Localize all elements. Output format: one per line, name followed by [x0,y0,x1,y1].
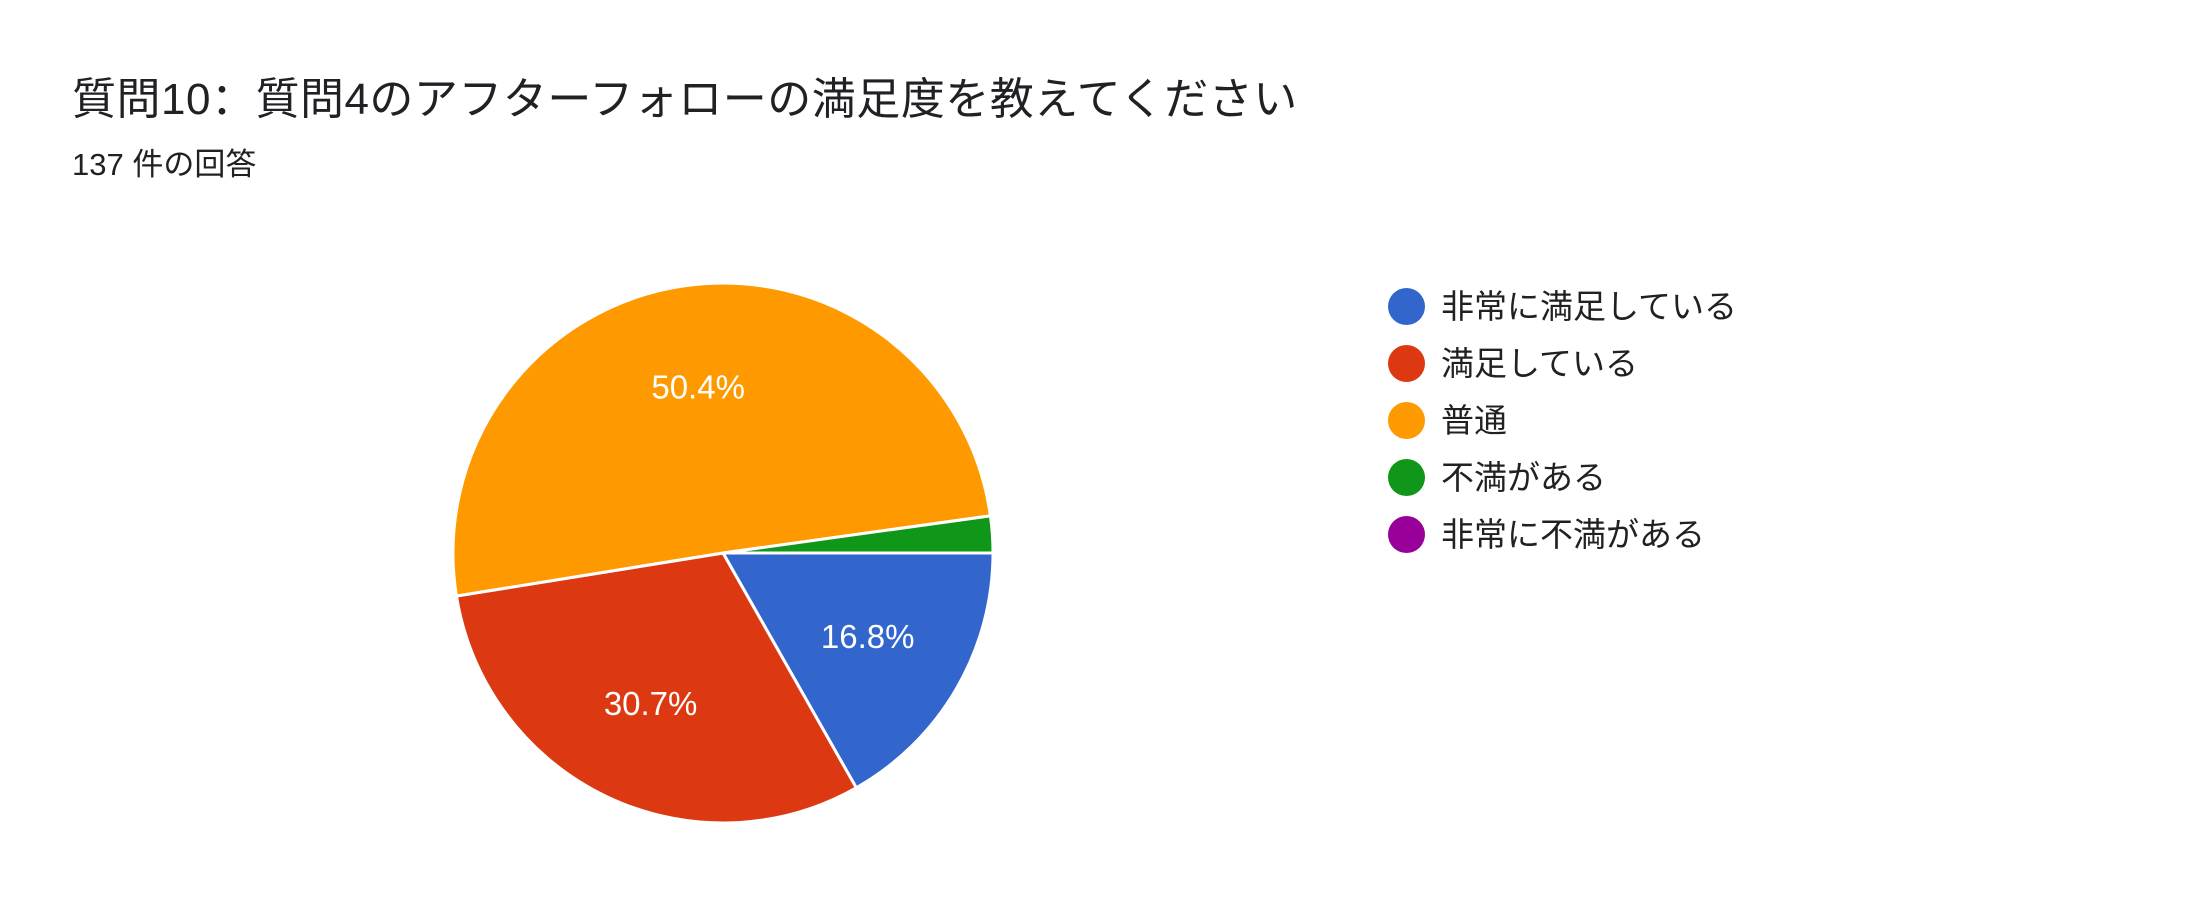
pie-slice-labels: 16.8% 30.7% 50.4% [604,368,915,721]
slice-percent-label: 30.7% [604,685,698,722]
pie-slice[interactable] [454,551,859,825]
legend-dot-icon [1388,288,1425,325]
legend-item-neutral[interactable]: 普通 [1388,392,1737,449]
chart-title: 質問10：質問4のアフターフォローの満足度を教えてください [72,75,1298,124]
pie-slice[interactable] [451,281,993,598]
slice-percent-label: 16.8% [821,618,915,655]
pie-slice[interactable] [720,551,995,790]
legend-item-satisfied[interactable]: 満足している [1388,335,1737,392]
legend-dot-icon [1388,516,1425,553]
legend-label: 非常に不満がある [1441,515,1705,553]
pie-slice[interactable] [722,514,995,555]
legend-dot-icon [1388,459,1425,496]
legend-item-very-satisfied[interactable]: 非常に満足している [1388,278,1737,335]
legend-label: 非常に満足している [1441,287,1738,325]
legend-dot-icon [1388,345,1425,382]
legend-label: 普通 [1441,401,1507,439]
chart-legend: 非常に満足している 満足している 普通 不満がある 非常に不満がある [1388,278,1737,563]
slice-percent-label: 50.4% [651,368,745,405]
legend-item-very-dissatisfied[interactable]: 非常に不満がある [1388,506,1737,563]
legend-label: 不満がある [1441,458,1606,496]
response-count: 137 件の回答 [72,147,257,182]
pie-slices [451,281,995,825]
legend-item-dissatisfied[interactable]: 不満がある [1388,449,1737,506]
legend-label: 満足している [1441,344,1639,382]
legend-dot-icon [1388,402,1425,439]
